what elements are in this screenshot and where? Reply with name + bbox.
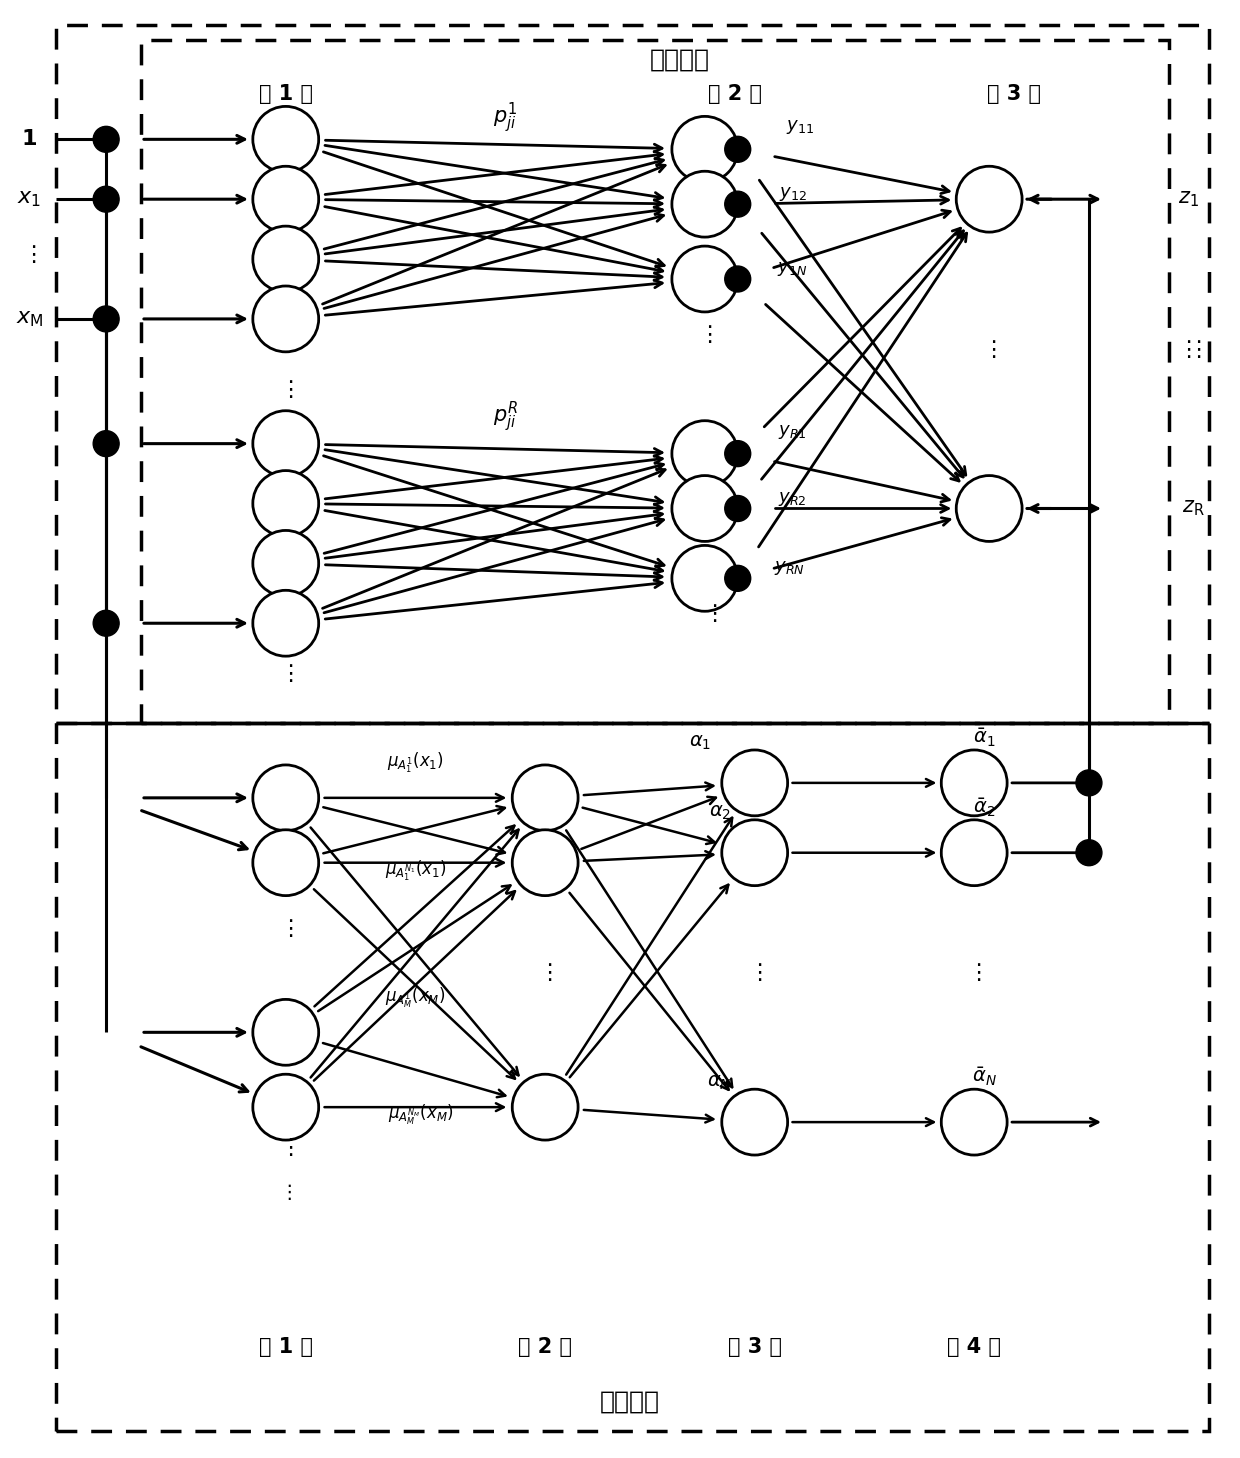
Circle shape xyxy=(512,765,578,831)
Text: 第 1 层: 第 1 层 xyxy=(259,1337,312,1356)
Circle shape xyxy=(512,830,578,895)
Text: 第 1 层: 第 1 层 xyxy=(259,85,312,105)
Circle shape xyxy=(956,475,1022,541)
Circle shape xyxy=(724,265,750,292)
Circle shape xyxy=(672,421,738,487)
Circle shape xyxy=(722,749,787,816)
Text: $p_{ji}^R$: $p_{ji}^R$ xyxy=(492,399,518,434)
Text: $x_{\rm M}$: $x_{\rm M}$ xyxy=(16,309,43,330)
Text: $\bar{\alpha}_2$: $\bar{\alpha}_2$ xyxy=(973,796,996,819)
Text: 第 4 层: 第 4 层 xyxy=(947,1337,1001,1356)
Circle shape xyxy=(253,999,319,1066)
Circle shape xyxy=(672,246,738,312)
Text: $y_{11}$: $y_{11}$ xyxy=(786,118,813,137)
Text: $\mu_{A_M^{N_M}}(x_M)$: $\mu_{A_M^{N_M}}(x_M)$ xyxy=(388,1102,454,1127)
Text: $\alpha_1$: $\alpha_1$ xyxy=(688,733,711,752)
Text: $\vdots$: $\vdots$ xyxy=(1177,338,1190,360)
Text: $\vdots$: $\vdots$ xyxy=(538,961,552,984)
Circle shape xyxy=(253,531,319,596)
Circle shape xyxy=(93,611,119,636)
Text: $\vdots$: $\vdots$ xyxy=(967,961,981,984)
Circle shape xyxy=(93,187,119,213)
Circle shape xyxy=(941,819,1007,885)
Circle shape xyxy=(253,830,319,895)
Text: 第 2 层: 第 2 层 xyxy=(708,85,761,105)
Text: $p_{ji}^1$: $p_{ji}^1$ xyxy=(494,101,517,134)
Circle shape xyxy=(722,1089,787,1155)
Text: 第 3 层: 第 3 层 xyxy=(728,1337,781,1356)
Text: $\mathbf{1}$: $\mathbf{1}$ xyxy=(21,130,37,149)
Text: $y_{RN}$: $y_{RN}$ xyxy=(774,560,805,577)
Circle shape xyxy=(253,166,319,232)
Text: $\bar{\alpha}_N$: $\bar{\alpha}_N$ xyxy=(972,1066,997,1088)
Circle shape xyxy=(724,566,750,592)
Text: $z_{\rm R}$: $z_{\rm R}$ xyxy=(1183,499,1205,519)
Circle shape xyxy=(672,171,738,238)
Text: $\vdots$: $\vdots$ xyxy=(698,322,712,346)
Circle shape xyxy=(724,137,750,162)
Circle shape xyxy=(941,749,1007,816)
Text: $\vdots$: $\vdots$ xyxy=(748,961,761,984)
Text: $\vdots$: $\vdots$ xyxy=(279,1182,293,1201)
Circle shape xyxy=(93,306,119,332)
Circle shape xyxy=(672,545,738,611)
Circle shape xyxy=(722,819,787,885)
Text: $\vdots$: $\vdots$ xyxy=(279,1136,293,1158)
Circle shape xyxy=(253,106,319,172)
Text: $z_1$: $z_1$ xyxy=(1178,190,1199,208)
Text: $y_{R1}$: $y_{R1}$ xyxy=(779,423,807,440)
Text: $\mu_{A_M^1}(x_M)$: $\mu_{A_M^1}(x_M)$ xyxy=(386,986,445,1009)
Text: 后向网络: 后向网络 xyxy=(650,48,709,71)
Text: 第 2 层: 第 2 层 xyxy=(518,1337,572,1356)
Circle shape xyxy=(1076,770,1102,796)
Circle shape xyxy=(724,496,750,522)
Text: $y_{R2}$: $y_{R2}$ xyxy=(779,490,807,507)
Circle shape xyxy=(93,430,119,456)
Circle shape xyxy=(672,117,738,182)
Text: 前向网络: 前向网络 xyxy=(600,1389,660,1413)
Circle shape xyxy=(512,1075,578,1140)
Text: $\vdots$: $\vdots$ xyxy=(279,917,293,939)
Text: $\alpha_2$: $\alpha_2$ xyxy=(709,803,730,822)
Circle shape xyxy=(253,411,319,477)
Text: $\mu_{A_1^{N_1}}(x_1)$: $\mu_{A_1^{N_1}}(x_1)$ xyxy=(384,859,446,884)
Text: $\vdots$: $\vdots$ xyxy=(703,602,717,624)
Circle shape xyxy=(1076,840,1102,866)
Text: $\bar{\alpha}_1$: $\bar{\alpha}_1$ xyxy=(973,728,996,749)
Text: 第 3 层: 第 3 层 xyxy=(987,85,1042,105)
Circle shape xyxy=(253,226,319,292)
Circle shape xyxy=(253,286,319,351)
Circle shape xyxy=(724,191,750,217)
Text: $\alpha_N$: $\alpha_N$ xyxy=(708,1073,732,1092)
Text: $\vdots$: $\vdots$ xyxy=(22,243,36,265)
Text: $\mu_{A_1^1}(x_1)$: $\mu_{A_1^1}(x_1)$ xyxy=(387,751,444,776)
Text: $\vdots$: $\vdots$ xyxy=(1187,338,1200,360)
Text: $y_{12}$: $y_{12}$ xyxy=(779,185,806,203)
Text: $\vdots$: $\vdots$ xyxy=(279,378,293,399)
Circle shape xyxy=(253,765,319,831)
Circle shape xyxy=(941,1089,1007,1155)
Text: $y_{1N}$: $y_{1N}$ xyxy=(777,260,807,278)
Circle shape xyxy=(93,127,119,152)
Circle shape xyxy=(672,475,738,541)
Circle shape xyxy=(724,440,750,467)
Text: $\vdots$: $\vdots$ xyxy=(279,662,293,684)
Text: $\vdots$: $\vdots$ xyxy=(982,338,996,360)
Circle shape xyxy=(253,471,319,537)
Circle shape xyxy=(956,166,1022,232)
Text: $x_1$: $x_1$ xyxy=(17,190,41,208)
Circle shape xyxy=(253,1075,319,1140)
Circle shape xyxy=(253,590,319,656)
